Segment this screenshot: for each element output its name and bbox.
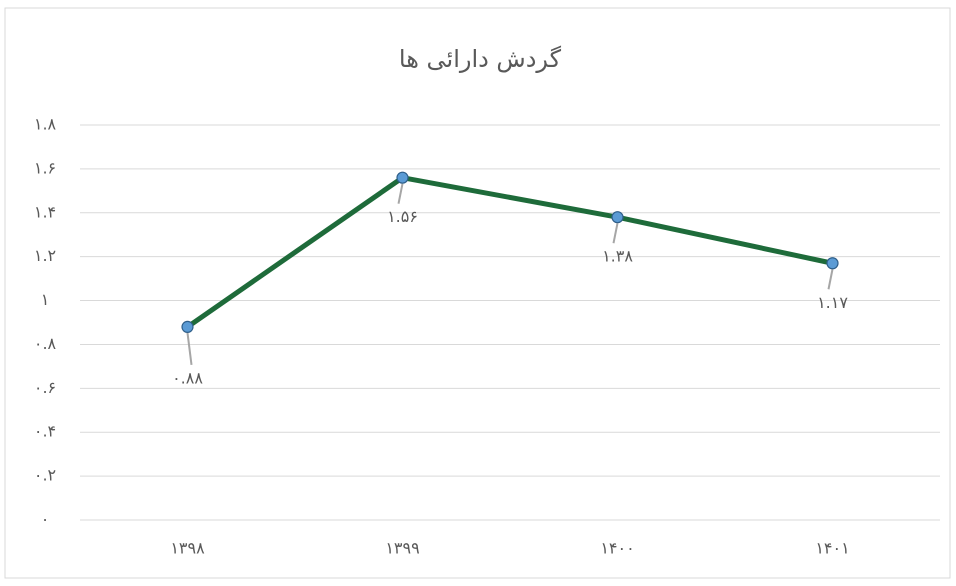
y-tick-label: ۰.۴ [34,422,56,441]
x-tick-label: ۱۳۹۹ [385,539,419,558]
data-label: ۱.۱۷ [817,293,848,312]
x-tick-label: ۱۴۰۰ [600,539,634,558]
y-tick-label: ۱.۸ [34,115,57,134]
marker [611,211,624,224]
leader-line [397,183,404,204]
x-tick-label: ۱۴۰۱ [815,539,849,558]
data-label: ۱.۵۶ [387,207,418,226]
y-tick-label: ۱.۶ [34,158,56,177]
leader-line [827,269,834,290]
leader-line [612,222,619,244]
marker [181,320,194,333]
y-tick-label: ۰.۸ [34,334,57,353]
y-tick-label: ۱.۲ [34,246,56,265]
y-tick-label: ۰.۲ [34,466,56,485]
marker [826,257,839,270]
y-tick-label: ۰ [41,510,50,529]
y-tick-label: ۰.۶ [34,378,56,397]
chart-title: گردش دارائی ها [399,45,562,73]
data-label: ۰.۸۸ [172,368,203,387]
chart-border [4,7,951,579]
leader-line [186,332,193,366]
y-tick-label: ۱ [41,290,50,309]
marker [396,171,409,184]
line [186,175,834,329]
data-label: ۱.۳۸ [602,247,633,266]
y-tick-label: ۱.۴ [34,202,56,221]
x-tick-label: ۱۳۹۸ [170,539,205,558]
